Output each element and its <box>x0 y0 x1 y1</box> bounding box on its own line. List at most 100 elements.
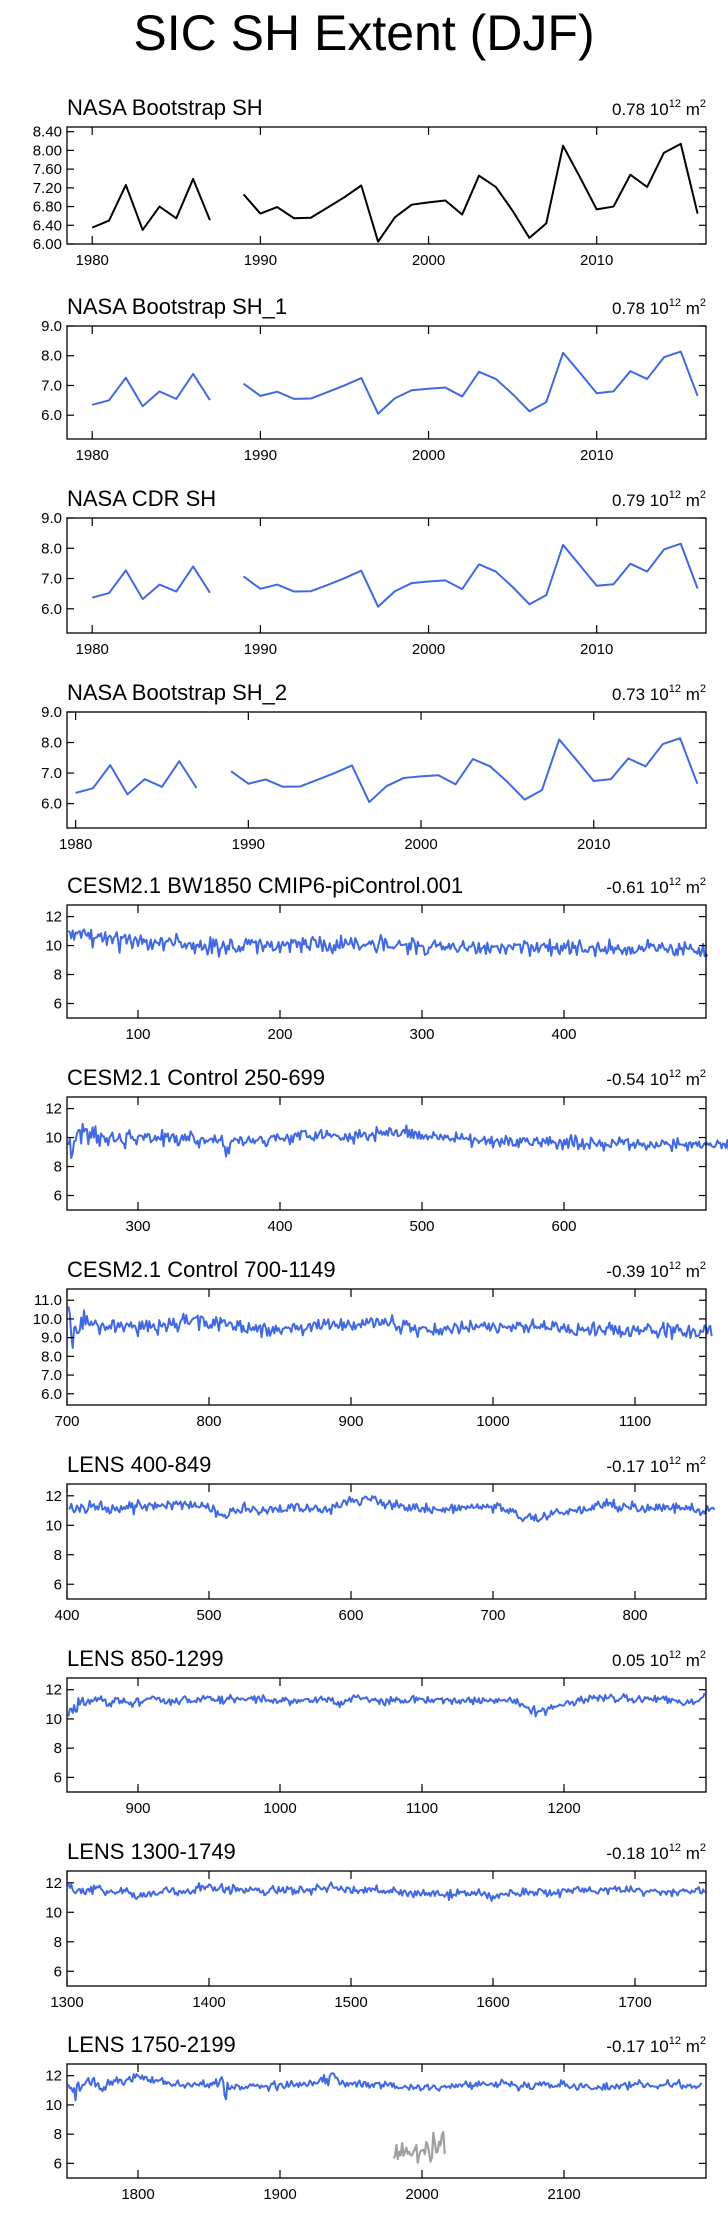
x-tick-label: 300 <box>125 1218 150 1235</box>
x-tick-label: 1980 <box>76 252 109 269</box>
chart-panel-2: NASA Bootstrap SH_1 0.78 1012 m2 6.0 7.0 8.0… <box>41 294 707 464</box>
y-tick-label: 7.0 <box>41 765 62 782</box>
series-line-seg-b <box>242 350 699 415</box>
y-tick-label: 12 <box>45 1682 62 1699</box>
y-tick-label: 10 <box>45 1711 62 1728</box>
series-line-obs-overlay <box>392 2131 446 2164</box>
series-line-model <box>67 1122 728 1159</box>
chart-panel-8: LENS 400-849 -0.17 1012 m2 6 8 10 12 400 500 600… <box>45 1452 716 1624</box>
x-tick-label: 1980 <box>59 836 92 853</box>
x-tick-label: 1800 <box>121 2186 154 2203</box>
x-tick-label: 400 <box>267 1218 292 1235</box>
series-line-model <box>67 1306 713 1349</box>
series-line-model <box>68 1495 716 1523</box>
series-line-obs-1979-1987 <box>91 177 211 231</box>
panel-title: NASA Bootstrap SH_1 <box>67 294 287 319</box>
trend-label: -0.18 1012 m2 <box>606 1842 706 1863</box>
y-tick-label: 12 <box>45 1875 62 1892</box>
chart-panel-7: CESM2.1 Control 700-1149 -0.39 1012 m2 6.0… <box>33 1257 713 1430</box>
y-tick-label: 9.0 <box>41 704 62 721</box>
series-line-seg-a <box>91 565 211 601</box>
y-tick-label: 6 <box>54 1769 62 1786</box>
x-tick-label: 800 <box>622 1607 647 1624</box>
y-tick-label: 6.40 <box>33 217 62 234</box>
x-tick-label: 700 <box>480 1607 505 1624</box>
y-tick-label: 7.0 <box>41 1367 62 1384</box>
chart-panel-5: CESM2.1 BW1850 CMIP6-piControl.001 -0.61 … <box>45 873 709 1043</box>
series-line-seg-b <box>230 737 699 804</box>
plot-frame <box>66 1288 707 1406</box>
x-tick-label: 400 <box>54 1607 79 1624</box>
x-tick-label: 1100 <box>406 1800 438 1817</box>
x-tick-label: 100 <box>125 1026 150 1043</box>
panel-title: CESM2.1 BW1850 CMIP6-piControl.001 <box>67 873 463 898</box>
y-tick-label: 10.0 <box>33 1311 62 1328</box>
plot-frame <box>66 1870 707 1987</box>
y-tick-label: 6.00 <box>33 236 62 253</box>
x-tick-label: 1000 <box>263 1800 296 1817</box>
x-tick-label: 600 <box>338 1607 363 1624</box>
y-tick-label: 10 <box>45 938 62 955</box>
figure-title: SIC SH Extent (DJF) <box>133 5 595 61</box>
panel-title: CESM2.1 Control 700-1149 <box>67 1257 336 1282</box>
y-tick-label: 7.20 <box>33 180 62 197</box>
plot-frame <box>66 904 707 1019</box>
panel-title: LENS 850-1299 <box>67 1646 224 1671</box>
x-tick-label: 600 <box>551 1218 576 1235</box>
y-tick-label: 6 <box>54 1188 62 1205</box>
y-tick-label: 6.0 <box>41 796 62 813</box>
y-tick-label: 8 <box>54 1547 62 1564</box>
y-tick-label: 9.0 <box>41 318 62 335</box>
x-tick-label: 1300 <box>50 1994 83 2011</box>
trend-label: -0.39 1012 m2 <box>606 1260 706 1281</box>
x-tick-label: 1980 <box>76 447 109 464</box>
x-tick-label: 1000 <box>476 1413 509 1430</box>
y-tick-label: 11.0 <box>34 1292 62 1309</box>
x-tick-label: 2000 <box>412 447 445 464</box>
chart-panel-9: LENS 850-1299 0.05 1012 m2 6 8 10 12 900 1000 11… <box>45 1646 707 1817</box>
plot-frame <box>66 711 707 829</box>
y-tick-label: 8.0 <box>41 735 62 752</box>
series-line-model <box>67 1881 706 1902</box>
series-line-seg-b <box>242 542 699 608</box>
trend-label: 0.78 1012 m2 <box>612 98 706 119</box>
y-tick-label: 9.0 <box>41 510 62 527</box>
trend-label: 0.05 1012 m2 <box>612 1649 706 1670</box>
panel-title: NASA Bootstrap SH <box>67 95 263 120</box>
x-tick-label: 1990 <box>244 447 277 464</box>
y-tick-label: 10 <box>45 1904 62 1921</box>
series-line-seg-a <box>91 372 211 408</box>
x-tick-label: 1990 <box>232 836 265 853</box>
y-tick-label: 6 <box>54 996 62 1013</box>
y-tick-label: 10 <box>45 2097 62 2114</box>
panel-title: LENS 1300-1749 <box>67 1839 236 1864</box>
y-tick-label: 9.0 <box>41 1330 62 1347</box>
y-tick-label: 8 <box>54 1740 62 1757</box>
chart-panel-11: LENS 1750-2199 -0.17 1012 m2 6 8 10 12 1800 190… <box>45 2032 707 2203</box>
x-tick-label: 2010 <box>580 447 613 464</box>
y-tick-label: 6 <box>54 1963 62 1980</box>
y-tick-label: 12 <box>45 1488 62 1505</box>
chart-panel-3: NASA CDR SH 0.79 1012 m2 6.0 7.0 8.0 9.0 1980 1… <box>41 486 707 658</box>
y-tick-label: 8.0 <box>41 540 62 557</box>
x-tick-label: 200 <box>267 1026 292 1043</box>
x-tick-label: 800 <box>196 1413 221 1430</box>
y-tick-label: 6 <box>54 1576 62 1593</box>
y-tick-label: 8 <box>54 967 62 984</box>
panel-title: NASA CDR SH <box>67 486 216 511</box>
y-tick-label: 7.0 <box>41 377 62 394</box>
x-tick-label: 2000 <box>404 836 437 853</box>
y-tick-label: 12 <box>45 2068 62 2085</box>
y-tick-label: 8 <box>54 1934 62 1951</box>
x-tick-label: 1400 <box>192 1994 225 2011</box>
x-tick-label: 1980 <box>76 641 109 658</box>
series-line-seg-a <box>75 760 198 796</box>
trend-label: -0.61 1012 m2 <box>606 876 706 897</box>
y-tick-label: 6 <box>54 2155 62 2172</box>
chart-panel-10: LENS 1300-1749 -0.18 1012 m2 6 8 10 12 1300 140… <box>45 1839 707 2011</box>
plot-frame <box>66 1096 707 1211</box>
x-tick-label: 2000 <box>412 641 445 658</box>
x-tick-label: 2010 <box>580 252 613 269</box>
x-tick-label: 2000 <box>405 2186 438 2203</box>
